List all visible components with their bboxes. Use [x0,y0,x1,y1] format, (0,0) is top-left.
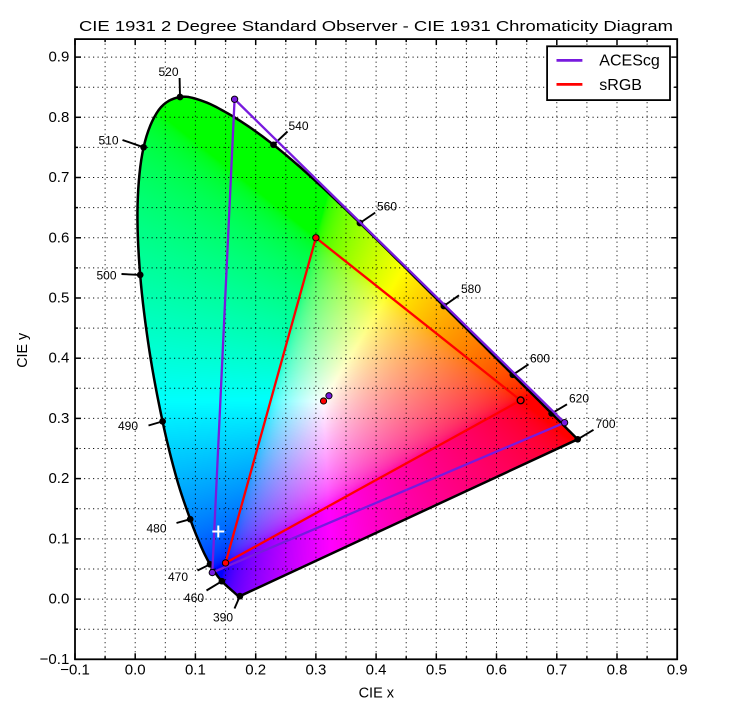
svg-text:sRGB: sRGB [599,77,642,94]
svg-text:390: 390 [213,611,233,625]
svg-text:CIE x: CIE x [359,685,395,701]
svg-text:−0.1: −0.1 [40,651,70,668]
svg-text:490: 490 [118,419,138,433]
svg-text:480: 480 [147,522,167,536]
svg-text:0.1: 0.1 [185,662,206,679]
svg-text:ACEScg: ACEScg [599,52,659,69]
svg-text:0.6: 0.6 [486,662,507,679]
svg-text:520: 520 [159,65,179,79]
svg-text:0.5: 0.5 [48,290,69,307]
svg-text:460: 460 [184,591,204,605]
svg-text:0.2: 0.2 [48,470,69,487]
svg-text:0.3: 0.3 [305,662,326,679]
svg-text:580: 580 [461,282,481,296]
svg-text:0.7: 0.7 [48,169,69,186]
svg-text:0.2: 0.2 [245,662,266,679]
svg-text:0.7: 0.7 [546,662,567,679]
svg-text:560: 560 [377,199,397,213]
svg-text:0.8: 0.8 [48,109,69,126]
svg-text:0.4: 0.4 [48,350,69,367]
svg-text:CIE 1931 2 Degree Standard Obs: CIE 1931 2 Degree Standard Observer - CI… [79,19,673,35]
svg-text:−0.1: −0.1 [60,662,90,679]
svg-text:0.0: 0.0 [48,591,69,608]
svg-text:0.3: 0.3 [48,410,69,427]
svg-text:540: 540 [289,119,309,133]
svg-text:620: 620 [569,391,589,405]
svg-text:0.5: 0.5 [426,662,447,679]
svg-text:0.9: 0.9 [667,662,688,679]
svg-text:0.8: 0.8 [607,662,628,679]
svg-text:0.1: 0.1 [48,530,69,547]
svg-text:470: 470 [168,570,188,584]
svg-text:510: 510 [99,134,119,148]
svg-text:0.9: 0.9 [48,49,69,66]
svg-text:CIE y: CIE y [15,332,31,368]
svg-text:0.0: 0.0 [125,662,146,679]
svg-text:700: 700 [596,417,616,431]
svg-text:0.6: 0.6 [48,229,69,246]
svg-text:0.4: 0.4 [366,662,387,679]
svg-text:500: 500 [97,269,117,283]
svg-text:600: 600 [530,351,550,365]
